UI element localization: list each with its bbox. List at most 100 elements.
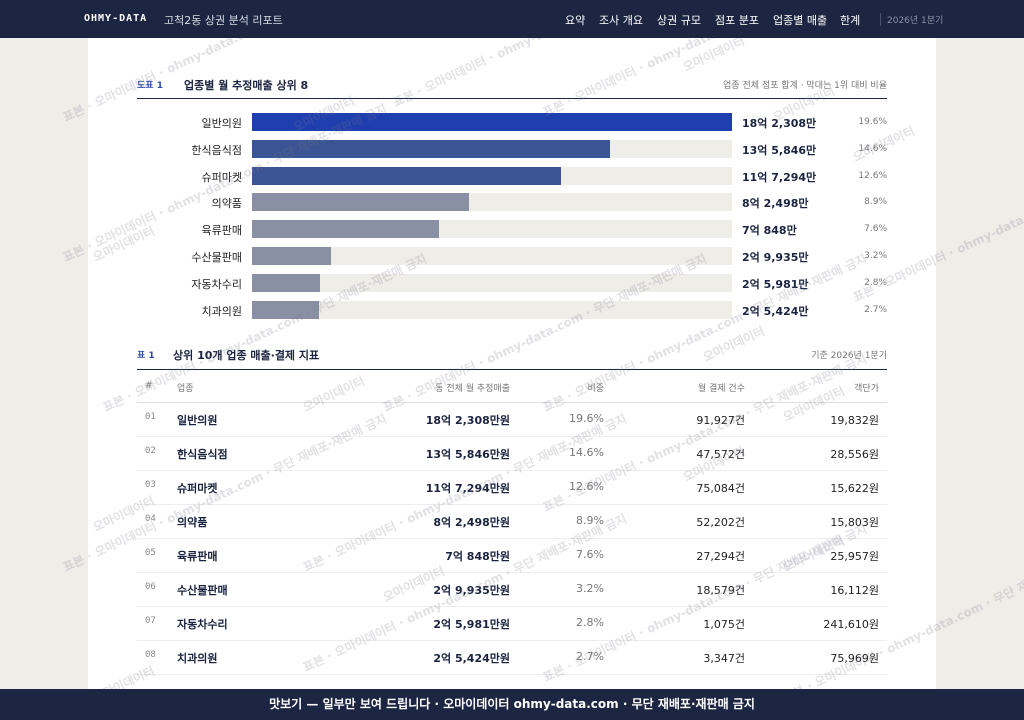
bar-label: 자동차수리: [191, 277, 242, 291]
column-header: #: [145, 381, 153, 391]
share-label: 12.6%: [858, 170, 887, 181]
nav-link[interactable]: 요약: [565, 14, 586, 27]
table-label: 표 1: [137, 351, 155, 361]
table-cell: 1,075건: [703, 618, 745, 631]
table-cell: 치과의원: [177, 652, 218, 665]
table-cell: 04: [145, 514, 156, 524]
table-cell: 75,969원: [830, 652, 879, 665]
table-cell: 15,803원: [830, 516, 879, 529]
table-rule: [137, 369, 887, 370]
table-cell: 27,294건: [696, 550, 745, 563]
table-cell: 241,610원: [823, 618, 879, 631]
table-cell: 14.6%: [569, 446, 604, 459]
value-label: 2억 5,981만: [742, 277, 809, 291]
value-label: 18억 2,308만: [742, 117, 817, 130]
bar-label: 육류판매: [201, 224, 242, 238]
table-cell: 75,084건: [696, 482, 745, 495]
row-line: [137, 538, 887, 539]
row-line: [137, 640, 887, 641]
table-cell: 3.2%: [576, 582, 604, 595]
table-cell: 16,112원: [830, 584, 879, 597]
table-cell: 일반의원: [177, 414, 218, 427]
column-header: 객단가: [854, 384, 879, 394]
table-cell: 3,347건: [703, 652, 745, 665]
table-cell: 05: [145, 548, 156, 558]
bar-track: [252, 247, 732, 265]
share-label: 14.6%: [858, 143, 887, 154]
table-cell: 13억 5,846만원: [425, 448, 510, 461]
table-cell: 슈퍼마켓: [177, 482, 218, 495]
bar: [252, 139, 610, 158]
footer-banner: 맛보기 — 일부만 보여 드립니다 · 오마이데이터 ohmy-data.com…: [0, 689, 1024, 720]
bar-track: [252, 273, 732, 292]
table-cell: 7.6%: [576, 548, 604, 561]
column-header: 비중: [587, 384, 604, 394]
nav-link[interactable]: 상권 규모: [657, 14, 701, 27]
row-line: [137, 674, 887, 675]
table-cell: 06: [145, 582, 156, 592]
table-cell: 19,832원: [830, 414, 879, 427]
table-cell: 2.7%: [576, 650, 604, 663]
table-title: 상위 10개 업종 매출·결제 지표: [173, 349, 320, 362]
report-title: 고척2동 상권 분석 리포트: [164, 14, 283, 27]
bar: [252, 247, 331, 265]
share-label: 2.7%: [864, 304, 887, 315]
column-header: 업종: [177, 384, 194, 394]
table-cell: 25,957원: [830, 550, 879, 563]
table-cell: 52,202건: [696, 516, 745, 529]
table-cell: 한식음식점: [177, 448, 228, 461]
nav-link[interactable]: 점포 분포: [715, 14, 759, 27]
table-cell: 02: [145, 446, 156, 456]
value-label: 2억 9,935만: [742, 251, 809, 264]
nav-link[interactable]: 조사 개요: [599, 14, 643, 27]
value-label: 13억 5,846만: [742, 143, 817, 157]
table-cell: 자동차수리: [177, 618, 228, 631]
figure-rule: [137, 98, 887, 99]
table-note: 기준 2026년 1분기: [811, 351, 887, 361]
table-cell: 07: [145, 616, 156, 626]
table-cell: 8억 2,498만원: [433, 516, 510, 529]
table-cell: 47,572건: [696, 448, 745, 461]
column-header: 동 전체 월 추정매출: [435, 384, 510, 394]
table-cell: 2억 9,935만원: [433, 584, 510, 597]
bar: [252, 300, 319, 319]
row-line: [137, 572, 887, 573]
bar: [252, 166, 561, 185]
brand[interactable]: OHMY-DATA: [84, 13, 148, 24]
value-label: 2억 5,424만: [742, 304, 809, 318]
value-label: 8억 2,498만: [742, 197, 809, 211]
table-cell: 28,556원: [830, 448, 879, 461]
period: 2026년 1분기: [880, 13, 943, 26]
table-cell: 수산물판매: [177, 584, 228, 597]
table-cell: 91,927건: [696, 414, 745, 427]
table-cell: 2.8%: [576, 616, 604, 629]
share-label: 8.9%: [864, 197, 887, 208]
bar-label: 수산물판매: [191, 251, 242, 264]
figure-title: 업종별 월 추정매출 상위 8: [184, 79, 309, 92]
share-label: 7.6%: [864, 224, 887, 235]
bar: [252, 113, 732, 131]
share-label: 2.8%: [864, 277, 887, 288]
bar-label: 일반의원: [201, 117, 242, 130]
bar: [252, 193, 470, 212]
bar-label: 한식음식점: [191, 143, 242, 157]
nav-link[interactable]: 한계: [840, 14, 861, 27]
table-cell: 01: [145, 412, 156, 422]
share-label: 3.2%: [864, 251, 887, 261]
row-line: [137, 606, 887, 607]
bar-track: [252, 300, 732, 319]
row-line: [137, 504, 887, 505]
figure-label: 도표 1: [137, 81, 163, 91]
table-cell: 12.6%: [569, 480, 604, 493]
table-cell: 8.9%: [576, 514, 604, 527]
table-cell: 2억 5,981만원: [433, 618, 510, 631]
figure-note: 업종 전체 점포 합계 · 막대는 1위 대비 비율: [723, 81, 887, 91]
bar-label: 슈퍼마켓: [201, 170, 242, 184]
table-cell: 15,622원: [830, 482, 879, 495]
nav-link[interactable]: 업종별 매출: [773, 14, 828, 27]
bar: [252, 273, 321, 292]
table-cell: 19.6%: [569, 412, 604, 425]
row-line: [137, 436, 887, 437]
bar-label: 의약품: [211, 197, 242, 211]
